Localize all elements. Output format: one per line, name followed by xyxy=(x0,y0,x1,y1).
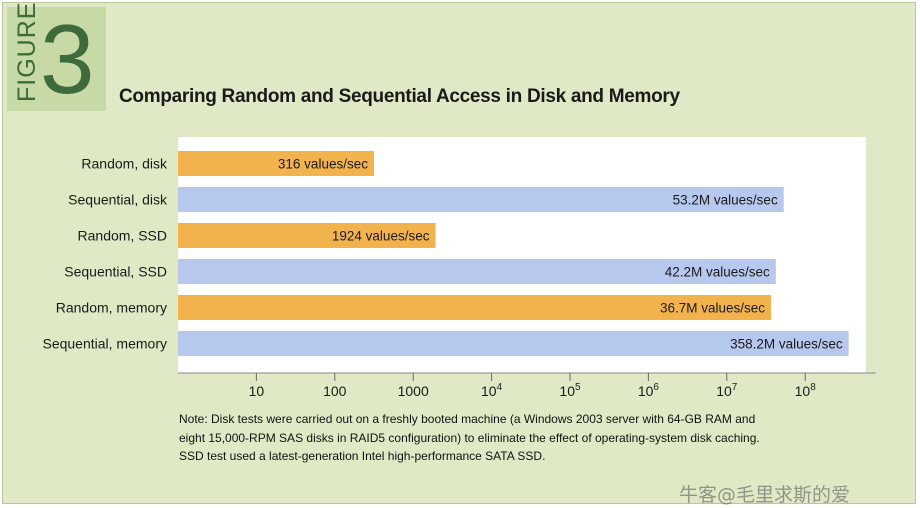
category-label: Sequential, SSD xyxy=(64,264,167,280)
category-label: Random, disk xyxy=(81,156,168,172)
bar-3 xyxy=(178,223,436,248)
chart-note: Note: Disk tests were carried out on a f… xyxy=(179,410,819,466)
x-tick-label: 10 xyxy=(249,383,265,399)
bar-value-label: 1924 values/sec xyxy=(332,229,430,244)
bar-4 xyxy=(178,259,776,284)
note-line-3: SSD test used a latest-generation Intel … xyxy=(179,449,546,463)
bar-value-label: 42.2M values/sec xyxy=(665,265,770,280)
x-tick-label: 1000 xyxy=(398,383,429,399)
bar-value-label: 36.7M values/sec xyxy=(660,301,765,316)
bar-2 xyxy=(178,187,784,212)
x-tick-label: 106 xyxy=(638,382,660,399)
note-line-2: eight 15,000-RPM SAS disks in RAID5 conf… xyxy=(179,430,760,445)
bar-chart: 316 values/sec Random, disk 53.2M values/s… xyxy=(42,151,876,399)
bar-value-label: 53.2M values/sec xyxy=(673,193,778,208)
chart-title: Comparing Random and Sequential Access i… xyxy=(119,86,680,107)
bar-1 xyxy=(178,151,374,176)
category-label: Sequential, disk xyxy=(68,192,168,208)
figure-badge: FIGURE 3 xyxy=(7,2,106,114)
bar-6 xyxy=(178,331,849,356)
watermark: 牛客@毛里求斯的爱 xyxy=(679,484,851,506)
category-label: Random, memory xyxy=(56,300,167,316)
figure-number: 3 xyxy=(40,4,95,114)
x-tick-label: 104 xyxy=(481,382,503,399)
x-tick-label: 107 xyxy=(716,382,738,399)
bar-value-label: 358.2M values/sec xyxy=(730,337,843,352)
x-tick-label: 100 xyxy=(323,383,347,399)
bar-value-label: 316 values/sec xyxy=(278,157,368,172)
x-tick-label: 108 xyxy=(795,382,817,399)
x-tick-label: 105 xyxy=(559,382,581,399)
note-line-1: Note: Disk tests were carried out on a f… xyxy=(179,412,756,426)
category-label: Sequential, memory xyxy=(42,336,167,352)
bar-5 xyxy=(178,295,772,320)
category-label: Random, SSD xyxy=(78,228,167,244)
